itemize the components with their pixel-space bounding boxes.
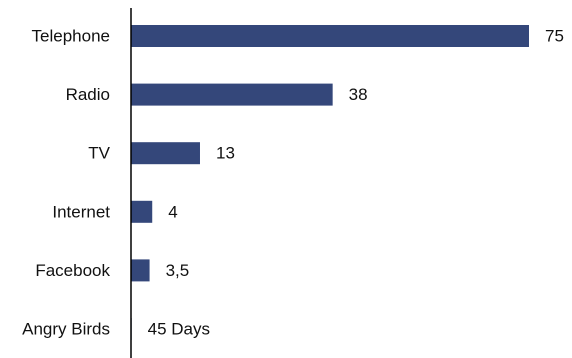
- value-label-internet: 4: [168, 202, 177, 221]
- bars-layer: [131, 25, 529, 340]
- category-label-telephone: Telephone: [32, 27, 110, 46]
- bar-radio: [131, 83, 333, 106]
- value-label-facebook: 3,5: [166, 261, 190, 280]
- category-label-radio: Radio: [66, 85, 110, 104]
- category-label-angry-birds: Angry Birds: [22, 320, 110, 339]
- bar-telephone: [131, 25, 529, 47]
- value-label-tv: 13: [216, 144, 235, 163]
- category-label-tv: TV: [88, 144, 110, 163]
- value-label-radio: 38: [349, 85, 368, 104]
- labels-layer: Telephone 75 Radio 38 TV 13 Internet 4 Facebook 3…: [22, 27, 564, 339]
- bar-internet: [131, 200, 153, 223]
- bar-facebook: [131, 259, 150, 282]
- category-label-facebook: Facebook: [35, 261, 110, 280]
- category-label-internet: Internet: [52, 202, 110, 221]
- value-label-angry-birds: 45 Days: [148, 320, 210, 339]
- bar-tv: [131, 142, 200, 165]
- value-label-telephone: 75: [545, 27, 564, 46]
